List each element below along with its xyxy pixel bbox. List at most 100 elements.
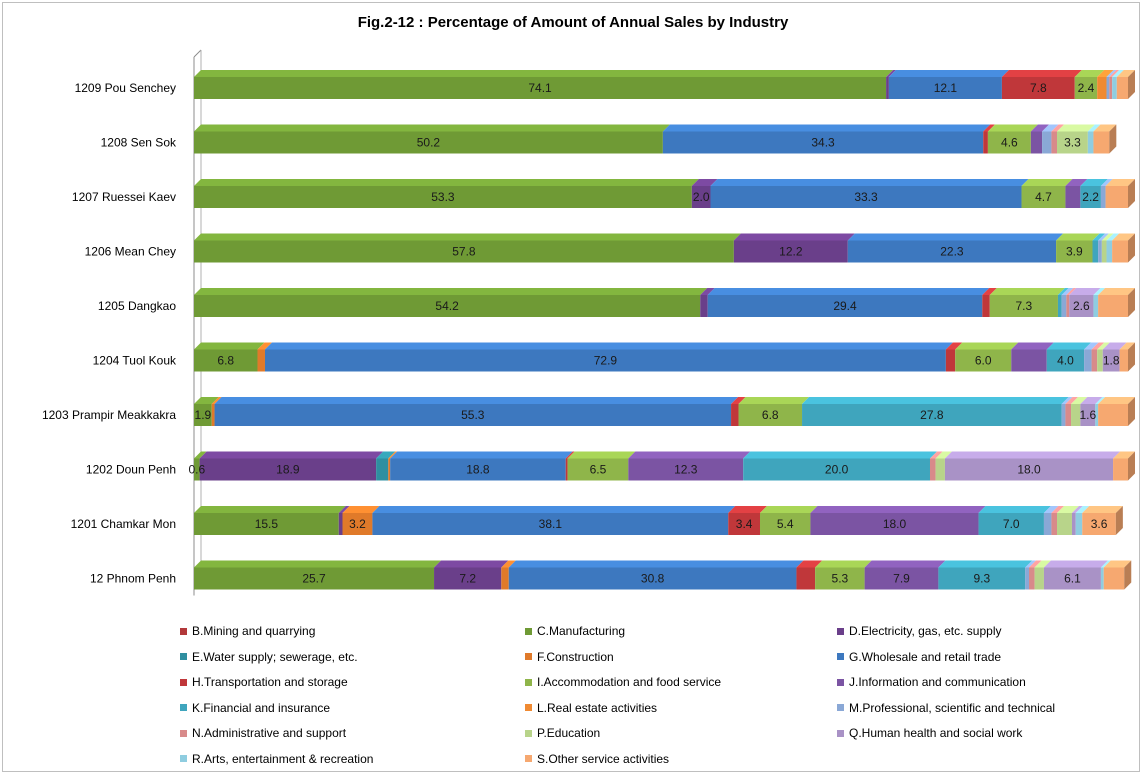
bar-segment: [1098, 240, 1102, 263]
bar-segment: [1092, 240, 1099, 263]
data-label: 2.0: [693, 190, 710, 204]
bar-segment: [955, 349, 1012, 372]
data-label: 1.6: [1079, 408, 1096, 422]
category-tick-label: 1209 Pou Senchey: [75, 81, 176, 95]
bar-segment-top: [1098, 288, 1135, 295]
bar-segment-top: [1071, 506, 1083, 513]
bar-segment-top: [1042, 124, 1059, 132]
bar-segment-top: [935, 451, 952, 459]
legend-item: K.Financial and insurance: [180, 701, 330, 715]
data-label: 18.0: [1017, 463, 1041, 477]
data-label: 6.8: [762, 408, 779, 422]
category-tick-label: 12 Phnom Penh: [90, 572, 176, 586]
bar-segment-top: [987, 124, 1038, 132]
bar-segment: [1106, 77, 1110, 99]
bar-segment: [1065, 404, 1072, 426]
legend-item: R.Arts, entertainment & recreation: [180, 752, 373, 766]
bar-segment: [1074, 77, 1098, 99]
bar-segment-top: [700, 288, 715, 295]
legend-item: S.Other service activities: [525, 752, 669, 766]
bar-segment: [388, 458, 391, 481]
legend-label: J.Information and communication: [849, 675, 1026, 689]
bar-row: 50.2 34.3 4.6 3.3: [194, 124, 1117, 154]
bar-segment: [847, 240, 1057, 263]
bar-segment-top: [1056, 233, 1100, 241]
bar-segment: [802, 404, 1062, 426]
bar-segment-top: [194, 70, 894, 77]
bar-segment: [194, 131, 663, 154]
bar-segment-top: [338, 506, 350, 513]
bar-end-face: [1124, 560, 1132, 590]
bar-segment: [1103, 567, 1125, 590]
bar-segment: [1098, 295, 1128, 317]
data-label: 5.3: [832, 572, 849, 586]
bar-segment-top: [1074, 70, 1105, 77]
legend-swatch: [837, 627, 844, 635]
bar-segment: [338, 513, 343, 535]
data-label: 1.8: [1103, 354, 1120, 368]
bar-segment: [1051, 131, 1058, 154]
data-label: 15.5: [255, 517, 279, 531]
category-tick-label: 1205 Dangkao: [98, 299, 176, 313]
data-label: 20.0: [825, 463, 849, 477]
data-label: 12.2: [779, 245, 803, 259]
bar-segment-top: [1119, 342, 1135, 350]
bar-segment: [1057, 295, 1062, 317]
bar-segment-top: [1106, 70, 1117, 77]
bar-segment-top: [1102, 342, 1127, 350]
bar-segment: [728, 513, 761, 535]
bar-segment: [194, 513, 339, 535]
category-axis-top-edge: [193, 49, 202, 58]
bar-segment-top: [796, 560, 823, 568]
data-label: 22.3: [940, 245, 964, 259]
bar-segment-top: [1101, 233, 1114, 241]
legend-item: E.Water supply; sewerage, etc.: [180, 650, 358, 664]
bar-segment: [1093, 131, 1110, 154]
bar-segment-top: [929, 451, 943, 459]
bar-end-face: [1128, 288, 1135, 317]
bar-segment-top: [738, 397, 810, 404]
bar-segment-top: [1075, 506, 1090, 513]
bar-segment-top: [388, 451, 398, 459]
bar-segment: [810, 513, 979, 535]
bar-segment: [987, 131, 1031, 154]
legend-label: G.Wholesale and retail trade: [849, 649, 1002, 664]
bar-segment: [738, 404, 803, 426]
data-label: 4.7: [1035, 190, 1052, 204]
bar-segment-top: [199, 451, 384, 459]
bar-row: 6.8 72.9 6.0 4.0 1.8: [194, 342, 1135, 372]
data-label: 12.1: [934, 81, 958, 95]
data-label: 38.1: [539, 517, 563, 531]
data-label: 54.2: [435, 299, 459, 313]
data-label: 6.8: [217, 354, 234, 368]
bar-segment-top: [662, 124, 991, 132]
data-label: 3.3: [1064, 136, 1081, 150]
bar-segment-top: [1093, 124, 1117, 132]
bar-segment-top: [1034, 560, 1051, 568]
bar-segment: [731, 404, 739, 426]
bar-segment: [1042, 131, 1052, 154]
bar-segment: [1109, 77, 1113, 99]
bar-segment: [1043, 567, 1101, 590]
bar-segment: [1101, 240, 1107, 263]
legend-label: B.Mining and quarrying: [192, 624, 316, 638]
bar-segment: [1087, 131, 1094, 154]
legend-item: D.Electricity, gas, etc. supply: [837, 624, 1002, 638]
bar-segment: [1084, 349, 1092, 372]
data-label: 5.4: [777, 517, 794, 531]
bar-segment: [1051, 513, 1058, 535]
bar-segment-top: [211, 397, 222, 404]
bar-segment-top: [1098, 233, 1109, 241]
bar-segment: [944, 458, 1114, 481]
data-label: 6.1: [1064, 572, 1081, 586]
legend-label: F.Construction: [537, 649, 614, 664]
bar-segment-top: [1095, 397, 1106, 404]
data-label: 6.5: [590, 463, 607, 477]
bar-segment-top: [194, 124, 670, 132]
bar-segment: [983, 131, 988, 154]
legend-item: J.Information and communication: [837, 675, 1026, 689]
legend-label: H.Transportation and storage: [192, 675, 348, 689]
bar-row: 15.5 3.2 38.1 3.4 5.4 18.0 7.0 3.6: [194, 506, 1123, 535]
bar-segment: [1082, 513, 1116, 535]
bar-segment: [1034, 567, 1044, 590]
